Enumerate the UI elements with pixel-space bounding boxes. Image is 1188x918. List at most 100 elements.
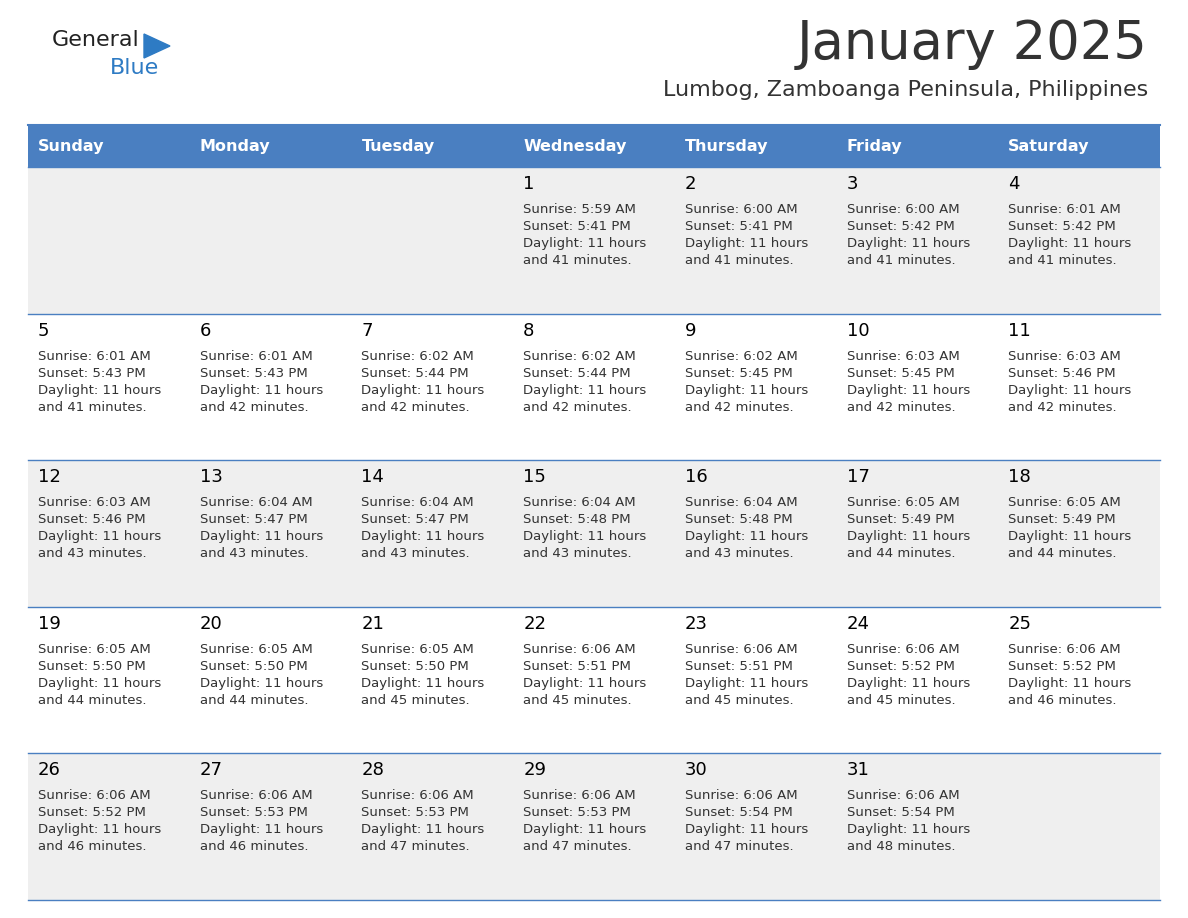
- Text: Daylight: 11 hours: Daylight: 11 hours: [523, 677, 646, 689]
- Bar: [29, 607, 190, 754]
- Text: Daylight: 11 hours: Daylight: 11 hours: [684, 237, 808, 250]
- Text: Thursday: Thursday: [684, 139, 769, 153]
- Text: and 41 minutes.: and 41 minutes.: [684, 254, 794, 267]
- Bar: [190, 314, 352, 460]
- Bar: [998, 167, 1159, 314]
- Text: and 46 minutes.: and 46 minutes.: [200, 840, 308, 854]
- Bar: [352, 167, 513, 314]
- Text: and 45 minutes.: and 45 minutes.: [847, 694, 955, 707]
- Bar: [513, 167, 675, 314]
- Text: and 45 minutes.: and 45 minutes.: [523, 694, 632, 707]
- Text: Sunrise: 6:01 AM: Sunrise: 6:01 AM: [200, 350, 312, 363]
- Text: 20: 20: [200, 615, 222, 633]
- Text: Sunset: 5:47 PM: Sunset: 5:47 PM: [361, 513, 469, 526]
- Bar: [352, 607, 513, 754]
- Text: 14: 14: [361, 468, 384, 487]
- Text: Sunset: 5:44 PM: Sunset: 5:44 PM: [523, 366, 631, 380]
- Bar: [836, 460, 998, 607]
- Text: Daylight: 11 hours: Daylight: 11 hours: [847, 237, 969, 250]
- Text: Daylight: 11 hours: Daylight: 11 hours: [361, 531, 485, 543]
- Text: and 45 minutes.: and 45 minutes.: [361, 694, 470, 707]
- Text: Daylight: 11 hours: Daylight: 11 hours: [38, 384, 162, 397]
- Text: 27: 27: [200, 761, 222, 779]
- Text: and 41 minutes.: and 41 minutes.: [847, 254, 955, 267]
- Text: 10: 10: [847, 321, 870, 340]
- Text: General: General: [52, 30, 140, 50]
- Text: Lumbog, Zamboanga Peninsula, Philippines: Lumbog, Zamboanga Peninsula, Philippines: [663, 80, 1148, 100]
- Text: Sunset: 5:43 PM: Sunset: 5:43 PM: [200, 366, 308, 380]
- Text: Sunset: 5:54 PM: Sunset: 5:54 PM: [684, 806, 792, 820]
- Bar: [836, 314, 998, 460]
- Text: 17: 17: [847, 468, 870, 487]
- Text: 31: 31: [847, 761, 870, 779]
- Text: Daylight: 11 hours: Daylight: 11 hours: [847, 384, 969, 397]
- Bar: [836, 754, 998, 900]
- Text: Sunset: 5:46 PM: Sunset: 5:46 PM: [38, 513, 146, 526]
- Text: Friday: Friday: [847, 139, 902, 153]
- Text: Daylight: 11 hours: Daylight: 11 hours: [523, 384, 646, 397]
- Text: Daylight: 11 hours: Daylight: 11 hours: [200, 677, 323, 689]
- Text: 22: 22: [523, 615, 546, 633]
- Text: and 44 minutes.: and 44 minutes.: [847, 547, 955, 560]
- Text: Sunset: 5:52 PM: Sunset: 5:52 PM: [1009, 660, 1117, 673]
- Text: Sunset: 5:41 PM: Sunset: 5:41 PM: [523, 220, 631, 233]
- Text: Daylight: 11 hours: Daylight: 11 hours: [200, 384, 323, 397]
- Text: Daylight: 11 hours: Daylight: 11 hours: [847, 823, 969, 836]
- Text: 21: 21: [361, 615, 384, 633]
- Text: Tuesday: Tuesday: [361, 139, 435, 153]
- Text: Sunrise: 6:05 AM: Sunrise: 6:05 AM: [361, 643, 474, 655]
- Text: Sunset: 5:45 PM: Sunset: 5:45 PM: [684, 366, 792, 380]
- Text: Sunrise: 6:05 AM: Sunrise: 6:05 AM: [847, 497, 960, 509]
- Text: Sunrise: 6:06 AM: Sunrise: 6:06 AM: [38, 789, 151, 802]
- Text: Sunrise: 6:06 AM: Sunrise: 6:06 AM: [523, 643, 636, 655]
- Text: 1: 1: [523, 175, 535, 193]
- Text: Daylight: 11 hours: Daylight: 11 hours: [684, 677, 808, 689]
- Bar: [998, 754, 1159, 900]
- Bar: [998, 460, 1159, 607]
- Text: and 43 minutes.: and 43 minutes.: [523, 547, 632, 560]
- Text: Daylight: 11 hours: Daylight: 11 hours: [361, 677, 485, 689]
- Text: Daylight: 11 hours: Daylight: 11 hours: [361, 384, 485, 397]
- Text: and 42 minutes.: and 42 minutes.: [523, 400, 632, 414]
- Text: 2: 2: [684, 175, 696, 193]
- Bar: [29, 754, 190, 900]
- Text: Sunrise: 6:05 AM: Sunrise: 6:05 AM: [1009, 497, 1121, 509]
- Text: and 44 minutes.: and 44 minutes.: [38, 694, 146, 707]
- Text: and 47 minutes.: and 47 minutes.: [523, 840, 632, 854]
- Bar: [29, 125, 190, 167]
- Text: Sunset: 5:49 PM: Sunset: 5:49 PM: [1009, 513, 1116, 526]
- Text: Monday: Monday: [200, 139, 271, 153]
- Text: and 48 minutes.: and 48 minutes.: [847, 840, 955, 854]
- Text: Daylight: 11 hours: Daylight: 11 hours: [684, 531, 808, 543]
- Text: Sunrise: 6:00 AM: Sunrise: 6:00 AM: [847, 203, 959, 216]
- Text: 3: 3: [847, 175, 858, 193]
- Text: Saturday: Saturday: [1009, 139, 1089, 153]
- Text: Sunset: 5:50 PM: Sunset: 5:50 PM: [200, 660, 308, 673]
- Bar: [190, 167, 352, 314]
- Text: Sunrise: 6:04 AM: Sunrise: 6:04 AM: [684, 497, 797, 509]
- Bar: [513, 460, 675, 607]
- Text: Daylight: 11 hours: Daylight: 11 hours: [38, 531, 162, 543]
- Text: 28: 28: [361, 761, 384, 779]
- Bar: [513, 607, 675, 754]
- Text: Sunrise: 6:02 AM: Sunrise: 6:02 AM: [361, 350, 474, 363]
- Text: 29: 29: [523, 761, 546, 779]
- Text: Sunrise: 6:04 AM: Sunrise: 6:04 AM: [361, 497, 474, 509]
- Text: Sunset: 5:46 PM: Sunset: 5:46 PM: [1009, 366, 1116, 380]
- Text: and 42 minutes.: and 42 minutes.: [847, 400, 955, 414]
- Text: Daylight: 11 hours: Daylight: 11 hours: [1009, 531, 1131, 543]
- Text: and 47 minutes.: and 47 minutes.: [361, 840, 470, 854]
- Bar: [352, 125, 513, 167]
- Text: Sunrise: 6:06 AM: Sunrise: 6:06 AM: [523, 789, 636, 802]
- Text: 5: 5: [38, 321, 50, 340]
- Text: Sunset: 5:50 PM: Sunset: 5:50 PM: [361, 660, 469, 673]
- Bar: [352, 460, 513, 607]
- Text: 7: 7: [361, 321, 373, 340]
- Text: January 2025: January 2025: [797, 18, 1148, 70]
- Bar: [675, 754, 836, 900]
- Text: Sunset: 5:49 PM: Sunset: 5:49 PM: [847, 513, 954, 526]
- Polygon shape: [144, 34, 170, 58]
- Bar: [675, 125, 836, 167]
- Text: Sunset: 5:41 PM: Sunset: 5:41 PM: [684, 220, 792, 233]
- Text: Sunrise: 6:04 AM: Sunrise: 6:04 AM: [200, 497, 312, 509]
